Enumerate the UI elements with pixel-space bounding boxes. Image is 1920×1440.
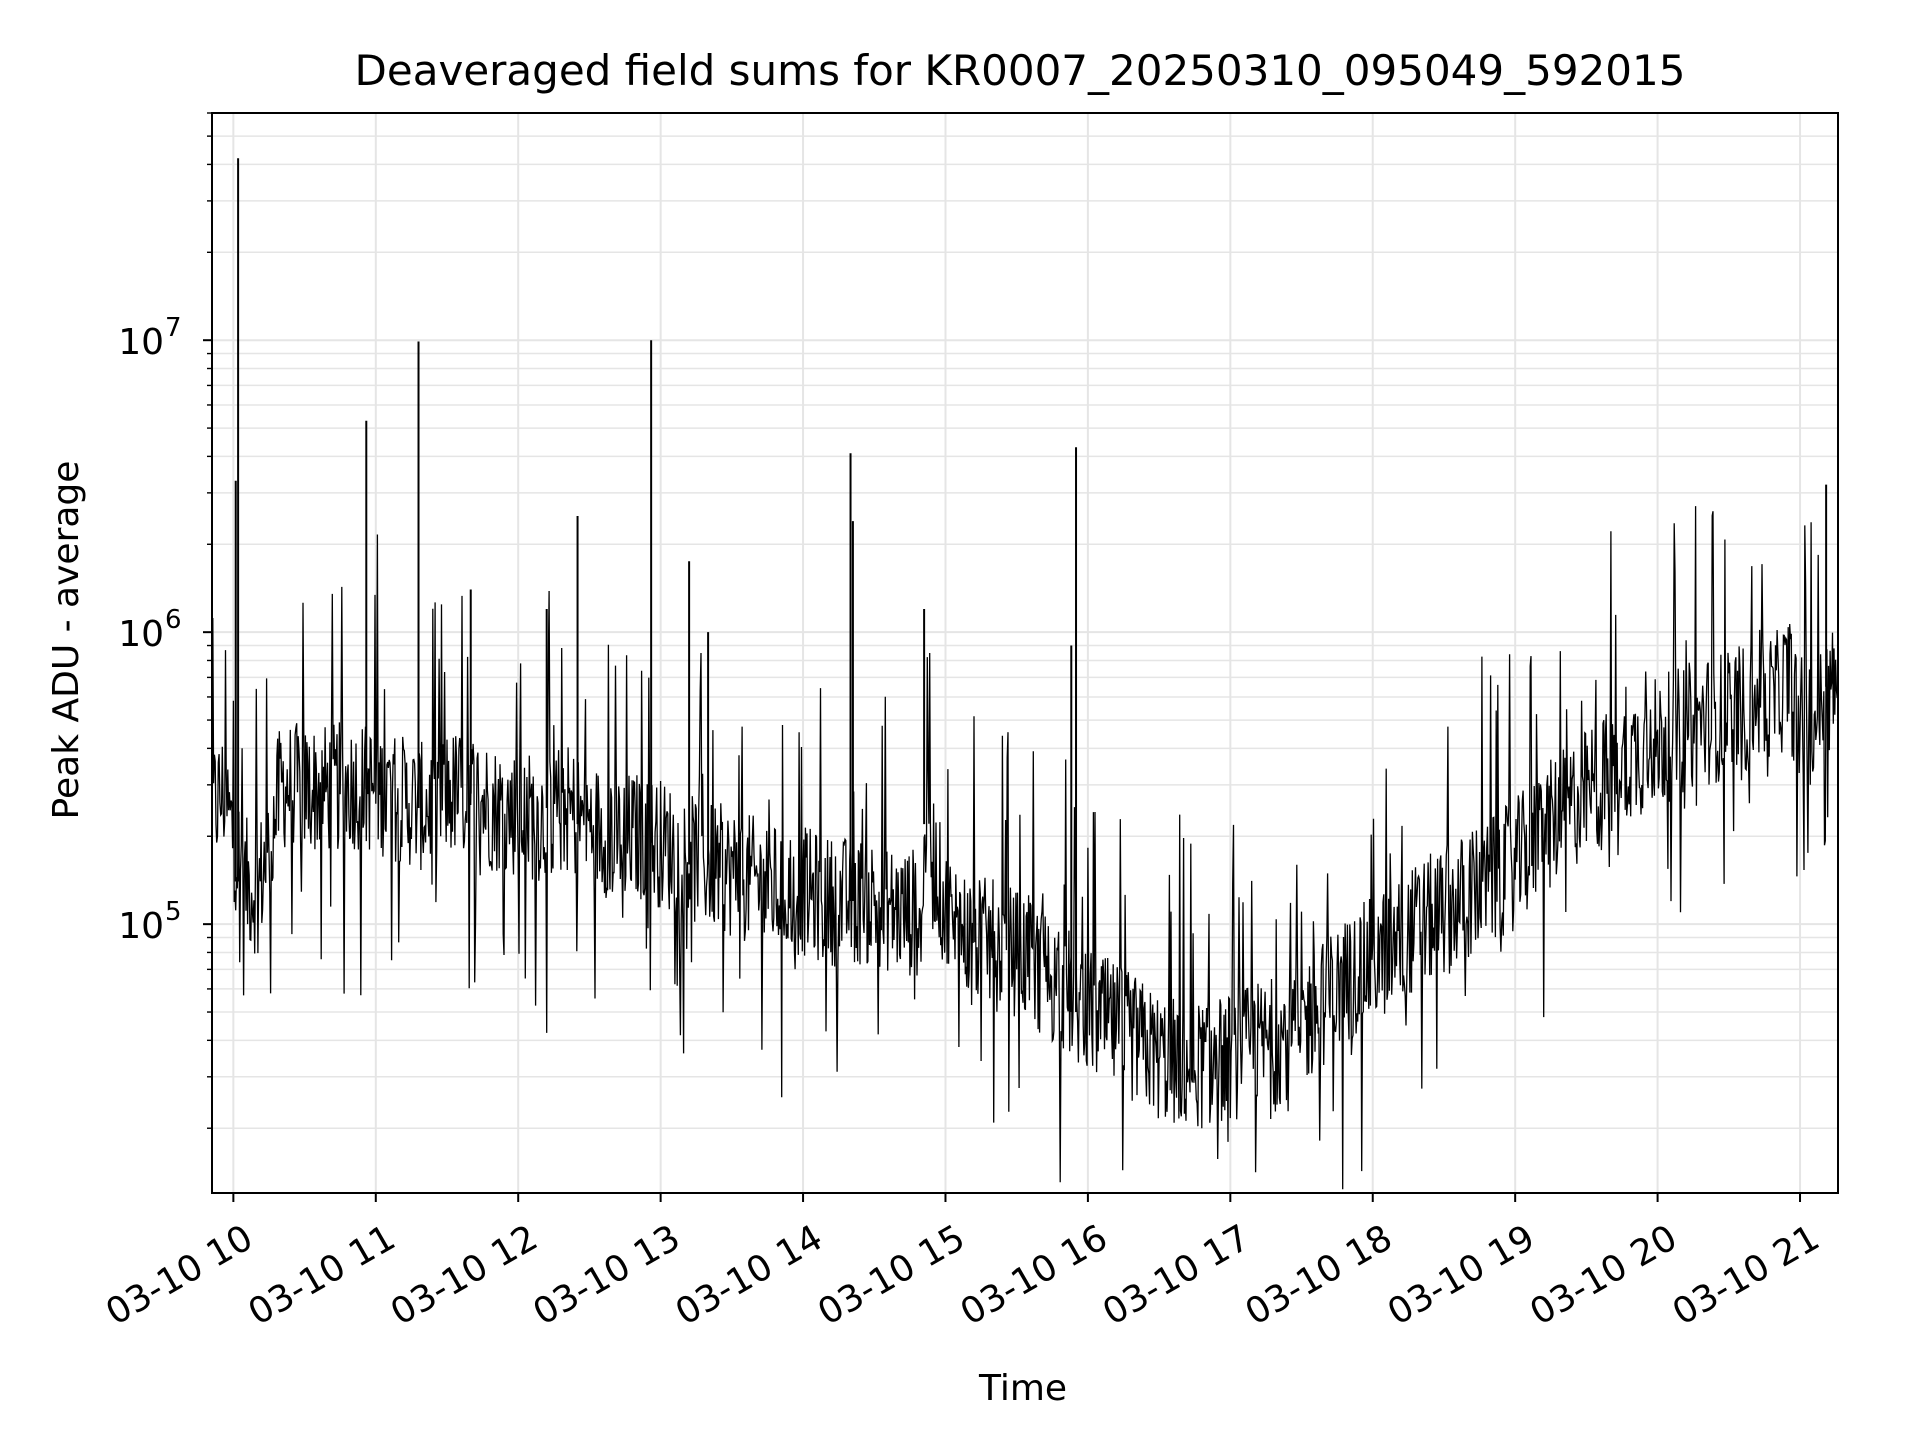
y-tick-label-exponent: 7	[165, 313, 182, 343]
y-axis-label: Peak ADU - average	[46, 461, 87, 820]
y-tick-label-exponent: 5	[165, 897, 182, 927]
y-tick-label: 10	[118, 322, 164, 363]
plot-frame	[211, 112, 1839, 1194]
y-tick-label-exponent: 6	[165, 605, 182, 635]
y-tick-label: 10	[118, 906, 164, 947]
data-series	[211, 158, 1838, 1190]
chart-title: Deaveraged field sums for KR0007_2025031…	[355, 46, 1686, 95]
y-tick-label: 10	[118, 614, 164, 655]
x-axis-label: Time	[978, 1368, 1067, 1409]
series-line	[211, 506, 1838, 1190]
